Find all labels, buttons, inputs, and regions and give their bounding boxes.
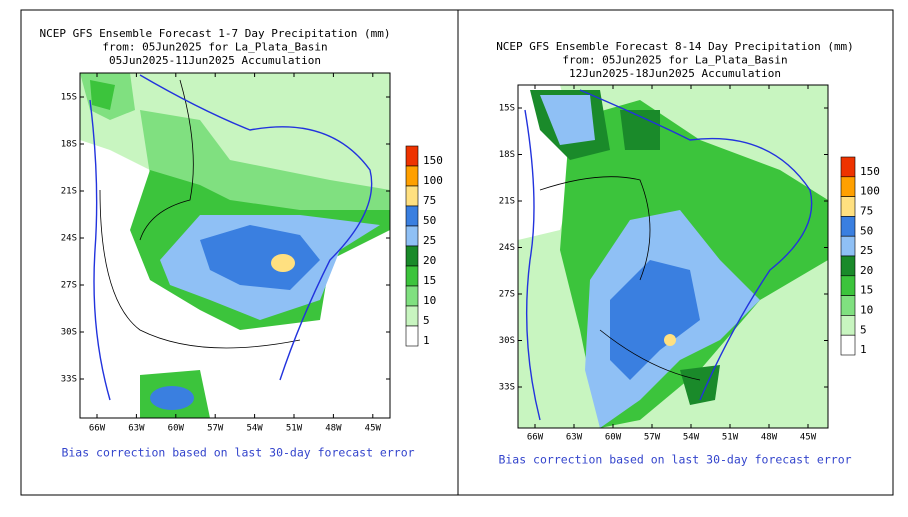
colorbar-label: 50 [423,214,436,227]
lon-tick-label: 48W [761,433,778,443]
lon-tick-label: 60W [605,433,622,443]
lat-tick-label: 24S [499,243,515,253]
colorbar-label: 5 [860,323,867,336]
colorbar-label: 75 [423,194,436,207]
colorbar-box [840,156,856,178]
colorbar-label: 100 [860,185,880,198]
colorbar-box [840,235,856,257]
map-title: from: 05Jun2025 for La_Plata_Basin [102,41,327,54]
lon-tick-label: 66W [527,433,544,443]
colorbar-box [405,145,419,167]
colorbar-box [840,176,856,197]
map-field [518,85,828,428]
colorbar-label: 75 [860,204,873,217]
colorbar-box [405,185,419,207]
map-title: 05Jun2025-11Jun2025 Accumulation [109,54,321,67]
footnote: Bias correction based on last 30-day for… [498,453,851,467]
colorbar-label: 20 [423,254,436,267]
colorbar-label: 10 [860,303,873,316]
colorbar-label: 1 [423,334,430,347]
lon-tick-label: 51W [722,433,739,443]
map-frame [79,72,391,419]
map-title: from: 05Jun2025 for La_Plata_Basin [562,54,787,67]
colorbar-label: 100 [423,174,443,187]
lon-tick-label: 57W [644,433,661,443]
lon-tick-label: 63W [128,424,145,434]
map-title: NCEP GFS Ensemble Forecast 8-14 Day Prec… [496,40,854,53]
colorbar-label: 150 [860,165,880,178]
colorbar-box [405,205,419,227]
map-title: NCEP GFS Ensemble Forecast 1-7 Day Preci… [40,27,391,40]
colorbar-box [405,265,419,287]
lon-tick-label: 48W [325,424,342,434]
colorbar-box [405,245,419,267]
lat-tick-label: 27S [61,281,77,291]
colorbar-box [840,315,856,336]
lon-tick-label: 60W [168,424,185,434]
lon-tick-label: 54W [246,424,263,434]
lat-tick-label: 24S [61,234,77,244]
lat-tick-label: 15S [61,93,77,103]
colorbar-box [840,334,856,356]
lat-tick-label: 15S [499,104,515,114]
lon-tick-label: 45W [365,424,382,434]
colorbar-label: 15 [860,284,873,297]
colorbar-label: 15 [423,274,436,287]
lat-tick-label: 21S [61,187,77,197]
outer-border [20,9,894,496]
lon-tick-label: 51W [286,424,303,434]
colorbar-box [405,165,419,187]
colorbar-label: 25 [860,244,873,257]
map-frame [517,84,829,429]
colorbar-label: 10 [423,294,436,307]
colorbar-box [840,255,856,277]
lat-tick-label: 30S [499,336,515,346]
colorbar-box [840,216,856,237]
lon-tick-label: 45W [800,433,817,443]
colorbar-label: 5 [423,314,430,327]
lon-tick-label: 57W [207,424,224,434]
map-title: 12Jun2025-18Jun2025 Accumulation [569,67,781,80]
lat-tick-label: 33S [499,383,515,393]
lat-tick-label: 33S [61,375,77,385]
colorbar-label: 50 [860,224,873,237]
lat-tick-label: 18S [61,140,77,150]
lon-tick-label: 63W [566,433,583,443]
colorbar-box [405,305,419,327]
colorbar-label: 150 [423,154,443,167]
map-field [80,73,390,418]
colorbar-box [840,196,856,217]
colorbar-box [405,325,419,347]
colorbar-box [405,225,419,247]
lon-tick-label: 54W [683,433,700,443]
lat-tick-label: 18S [499,150,515,160]
colorbar-label: 1 [860,343,867,356]
colorbar-label: 25 [423,234,436,247]
lat-tick-label: 21S [499,197,515,207]
lat-tick-label: 27S [499,290,515,300]
lon-tick-label: 66W [89,424,106,434]
colorbar-box [840,295,856,316]
colorbar-box [840,275,856,296]
colorbar-box [405,285,419,307]
footnote: Bias correction based on last 30-day for… [61,446,414,460]
lat-tick-label: 30S [61,328,77,338]
colorbar-label: 20 [860,264,873,277]
